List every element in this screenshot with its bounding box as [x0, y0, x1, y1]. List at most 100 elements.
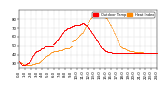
- Point: [127, 50, 129, 51]
- Point: [30, 65, 33, 66]
- Point: [122, 48, 125, 49]
- Point: [124, 52, 126, 54]
- Point: [151, 52, 153, 54]
- Point: [19, 62, 21, 63]
- Point: [87, 27, 89, 28]
- Point: [121, 52, 124, 54]
- Point: [75, 25, 77, 26]
- Point: [111, 52, 114, 54]
- Point: [87, 27, 90, 29]
- Point: [52, 43, 54, 45]
- Point: [83, 23, 86, 24]
- Point: [87, 27, 90, 29]
- Point: [51, 45, 53, 46]
- Point: [66, 48, 69, 49]
- Point: [116, 52, 119, 54]
- Point: [51, 45, 54, 46]
- Point: [19, 63, 22, 64]
- Point: [53, 50, 56, 52]
- Point: [62, 49, 64, 50]
- Point: [92, 34, 95, 36]
- Point: [113, 52, 116, 54]
- Point: [79, 23, 81, 24]
- Point: [152, 52, 155, 54]
- Point: [94, 38, 97, 39]
- Point: [69, 46, 72, 47]
- Point: [37, 62, 40, 63]
- Point: [142, 52, 145, 54]
- Point: [59, 35, 62, 37]
- Point: [118, 52, 120, 54]
- Point: [154, 52, 156, 54]
- Point: [35, 50, 38, 52]
- Point: [36, 50, 38, 52]
- Point: [88, 27, 90, 29]
- Point: [120, 46, 123, 47]
- Point: [100, 46, 102, 47]
- Point: [120, 52, 122, 54]
- Point: [71, 45, 73, 46]
- Point: [24, 65, 26, 66]
- Point: [25, 65, 28, 66]
- Point: [87, 27, 89, 28]
- Point: [36, 50, 38, 52]
- Point: [30, 58, 32, 60]
- Point: [63, 30, 65, 31]
- Point: [137, 51, 140, 53]
- Point: [78, 24, 81, 25]
- Point: [67, 27, 70, 29]
- Point: [136, 52, 139, 54]
- Point: [89, 30, 92, 31]
- Point: [115, 52, 118, 54]
- Point: [72, 41, 74, 42]
- Point: [115, 52, 118, 54]
- Point: [133, 52, 136, 54]
- Point: [34, 51, 36, 53]
- Point: [136, 51, 139, 53]
- Point: [114, 52, 117, 54]
- Point: [77, 24, 80, 25]
- Point: [104, 50, 107, 52]
- Point: [129, 52, 131, 54]
- Point: [96, 40, 99, 41]
- Point: [114, 52, 116, 54]
- Point: [44, 57, 46, 58]
- Point: [84, 24, 87, 25]
- Point: [95, 39, 98, 40]
- Point: [97, 11, 100, 13]
- Point: [103, 15, 106, 16]
- Point: [92, 34, 94, 35]
- Point: [152, 52, 154, 54]
- Point: [103, 50, 106, 51]
- Point: [143, 52, 145, 54]
- Point: [66, 28, 68, 30]
- Point: [114, 52, 116, 54]
- Point: [59, 50, 62, 51]
- Point: [62, 49, 65, 50]
- Point: [32, 64, 35, 65]
- Point: [28, 60, 31, 62]
- Point: [53, 42, 56, 44]
- Point: [21, 65, 24, 66]
- Point: [55, 50, 57, 52]
- Point: [93, 36, 96, 38]
- Point: [20, 62, 22, 63]
- Point: [30, 65, 33, 66]
- Point: [67, 27, 69, 29]
- Point: [68, 27, 71, 29]
- Point: [27, 62, 30, 63]
- Point: [22, 65, 25, 66]
- Point: [47, 54, 50, 55]
- Point: [128, 52, 131, 54]
- Point: [108, 51, 111, 53]
- Point: [30, 65, 32, 66]
- Point: [112, 52, 114, 54]
- Point: [35, 63, 38, 64]
- Point: [83, 22, 85, 23]
- Point: [135, 51, 137, 53]
- Point: [124, 52, 127, 54]
- Point: [104, 50, 107, 52]
- Point: [101, 13, 103, 15]
- Point: [117, 52, 120, 54]
- Point: [37, 50, 40, 51]
